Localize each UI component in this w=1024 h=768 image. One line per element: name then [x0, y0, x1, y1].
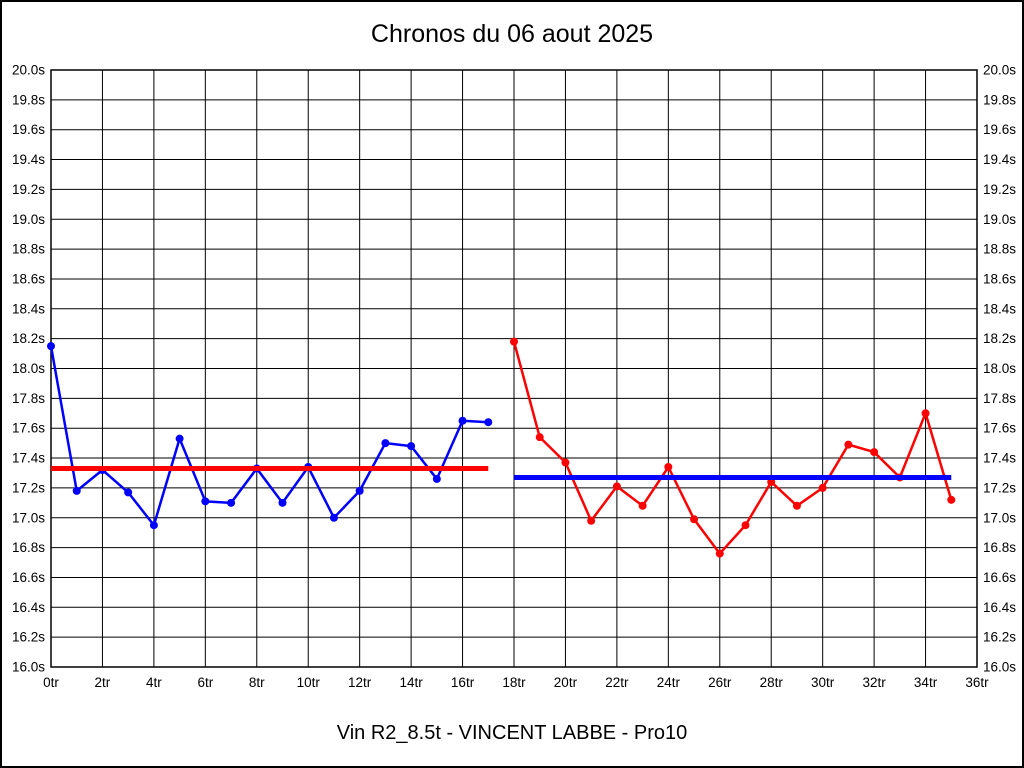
- y-axis-tick-label-right: 16.4s: [983, 600, 1016, 615]
- y-axis-tick-label-left: 19.4s: [12, 152, 45, 167]
- y-axis-tick-label-left: 16.0s: [12, 660, 45, 675]
- x-axis-tick-label: 6tr: [197, 675, 213, 690]
- y-axis-tick-label-left: 19.0s: [12, 212, 45, 227]
- chronos-manche-1-point: [149, 521, 158, 530]
- plot-border: [50, 69, 978, 668]
- chronos-manche-2-point: [792, 501, 801, 510]
- y-axis-tick-label-right: 16.6s: [983, 570, 1016, 585]
- x-axis-tick-label: 16tr: [451, 675, 475, 690]
- chronos-manche-2-point: [818, 483, 827, 492]
- y-axis-tick-label-right: 18.6s: [983, 271, 1016, 286]
- chronos-manche-1-point: [407, 442, 416, 451]
- chronos-manche-2-point: [690, 515, 699, 524]
- chronos-manche-1-point: [484, 418, 493, 427]
- chronos-manche-2-point: [921, 409, 930, 418]
- chronos-manche-2-point: [844, 440, 853, 449]
- chronos-manche-2-point: [664, 463, 673, 472]
- chronos-manche-2-point: [638, 501, 647, 510]
- chronos-manche-1-point: [47, 342, 55, 351]
- y-axis-tick-label-left: 18.4s: [12, 301, 45, 316]
- chronos-manche-2-point: [510, 337, 518, 346]
- x-axis-tick-label: 12tr: [348, 675, 372, 690]
- y-axis-tick-label-right: 19.2s: [983, 182, 1016, 197]
- y-axis-tick-label-left: 18.0s: [12, 361, 45, 376]
- chronos-manche-1-point: [329, 513, 338, 522]
- chronos-manche-1-point: [124, 488, 133, 497]
- y-axis-tick-label-left: 16.4s: [12, 600, 45, 615]
- chronos-manche-2-point: [870, 448, 879, 457]
- y-axis-tick-label-right: 18.2s: [983, 331, 1016, 346]
- y-axis-tick-label-right: 19.4s: [983, 152, 1016, 167]
- chronos-manche-1-point: [381, 439, 390, 448]
- y-axis-tick-label-right: 19.0s: [983, 212, 1016, 227]
- y-axis-tick-label-left: 18.8s: [12, 242, 45, 257]
- x-axis-tick-label: 0tr: [43, 675, 59, 690]
- y-axis-tick-label-left: 18.2s: [12, 331, 45, 346]
- chronos-manche-1-point: [278, 498, 287, 507]
- x-axis-tick-label: 22tr: [605, 675, 629, 690]
- y-axis-tick-label-left: 19.2s: [12, 182, 45, 197]
- y-axis-tick-label-right: 17.6s: [983, 421, 1016, 436]
- x-axis-tick-label: 10tr: [297, 675, 321, 690]
- y-axis-tick-label-right: 16.8s: [983, 540, 1016, 555]
- x-axis-tick-label: 28tr: [760, 675, 784, 690]
- x-axis-tick-label: 32tr: [862, 675, 886, 690]
- y-axis-tick-label-left: 17.6s: [12, 421, 45, 436]
- y-axis-tick-label-left: 19.6s: [12, 122, 45, 137]
- y-axis-tick-label-right: 17.0s: [983, 510, 1016, 525]
- y-axis-tick-label-right: 18.4s: [983, 301, 1016, 316]
- chronos-manche-1-point: [227, 498, 236, 507]
- y-axis-tick-label-left: 20.0s: [12, 63, 45, 78]
- chronos-manche-2-point: [561, 458, 570, 467]
- chronos-manche-2-point: [587, 516, 596, 525]
- y-axis-tick-label-left: 16.2s: [12, 630, 45, 645]
- y-axis-tick-label-right: 16.0s: [983, 660, 1016, 675]
- y-axis-tick-label-left: 17.0s: [12, 510, 45, 525]
- x-axis-tick-label: 8tr: [249, 675, 265, 690]
- chronos-manche-2-point: [741, 521, 750, 530]
- y-axis-tick-label-right: 20.0s: [983, 63, 1016, 78]
- chronos-manche-2-point: [612, 482, 621, 491]
- x-axis-tick-label: 26tr: [708, 675, 732, 690]
- y-axis-tick-label-left: 17.4s: [12, 451, 45, 466]
- x-axis-tick-label: 14tr: [399, 675, 423, 690]
- y-axis-tick-label-left: 16.6s: [12, 570, 45, 585]
- x-axis-tick-label: 24tr: [657, 675, 681, 690]
- x-axis-tick-label: 20tr: [554, 675, 578, 690]
- y-axis-tick-label-right: 18.8s: [983, 242, 1016, 257]
- y-axis-tick-label-left: 18.6s: [12, 271, 45, 286]
- x-axis-tick-label: 34tr: [914, 675, 938, 690]
- chronos-manche-1-point: [355, 486, 364, 495]
- y-axis-tick-label-right: 16.2s: [983, 630, 1016, 645]
- y-axis-tick-label-right: 18.0s: [983, 361, 1016, 376]
- y-axis-tick-label-right: 17.4s: [983, 451, 1016, 466]
- chronos-manche-2-line: [512, 341, 953, 555]
- x-axis-tick-label: 4tr: [146, 675, 162, 690]
- chronos-manche-1-point: [201, 497, 210, 506]
- chronos-manche-2-point: [535, 433, 544, 442]
- chronos-manche-2-point: [947, 495, 956, 504]
- x-axis-tick-label: 2tr: [95, 675, 111, 690]
- chart-title: Chronos du 06 aout 2025: [370, 20, 654, 48]
- chart-caption: Vin R2_8.5t - VINCENT LABBE - Pro10: [336, 722, 688, 744]
- chronos-manche-1-line: [49, 345, 489, 527]
- chronos-manche-2-point: [715, 549, 724, 558]
- chronos-manche-1-point: [175, 434, 184, 443]
- y-axis-tick-label-right: 17.2s: [983, 480, 1016, 495]
- y-axis-tick-label-left: 17.2s: [12, 480, 45, 495]
- y-axis-tick-label-left: 19.8s: [12, 92, 45, 107]
- y-axis-tick-label-right: 19.8s: [983, 92, 1016, 107]
- x-axis-tick-label: 36tr: [965, 675, 989, 690]
- chronos-manche-1-point: [432, 474, 441, 483]
- chronos-manche-1-point: [72, 486, 81, 495]
- y-axis-tick-label-left: 17.8s: [12, 391, 45, 406]
- x-axis-tick-label: 18tr: [502, 675, 526, 690]
- y-axis-tick-label-left: 16.8s: [12, 540, 45, 555]
- y-axis-tick-label-right: 19.6s: [983, 122, 1016, 137]
- x-axis-tick-label: 30tr: [811, 675, 835, 690]
- chronos-manche-1-point: [458, 416, 467, 425]
- y-axis-tick-label-right: 17.8s: [983, 391, 1016, 406]
